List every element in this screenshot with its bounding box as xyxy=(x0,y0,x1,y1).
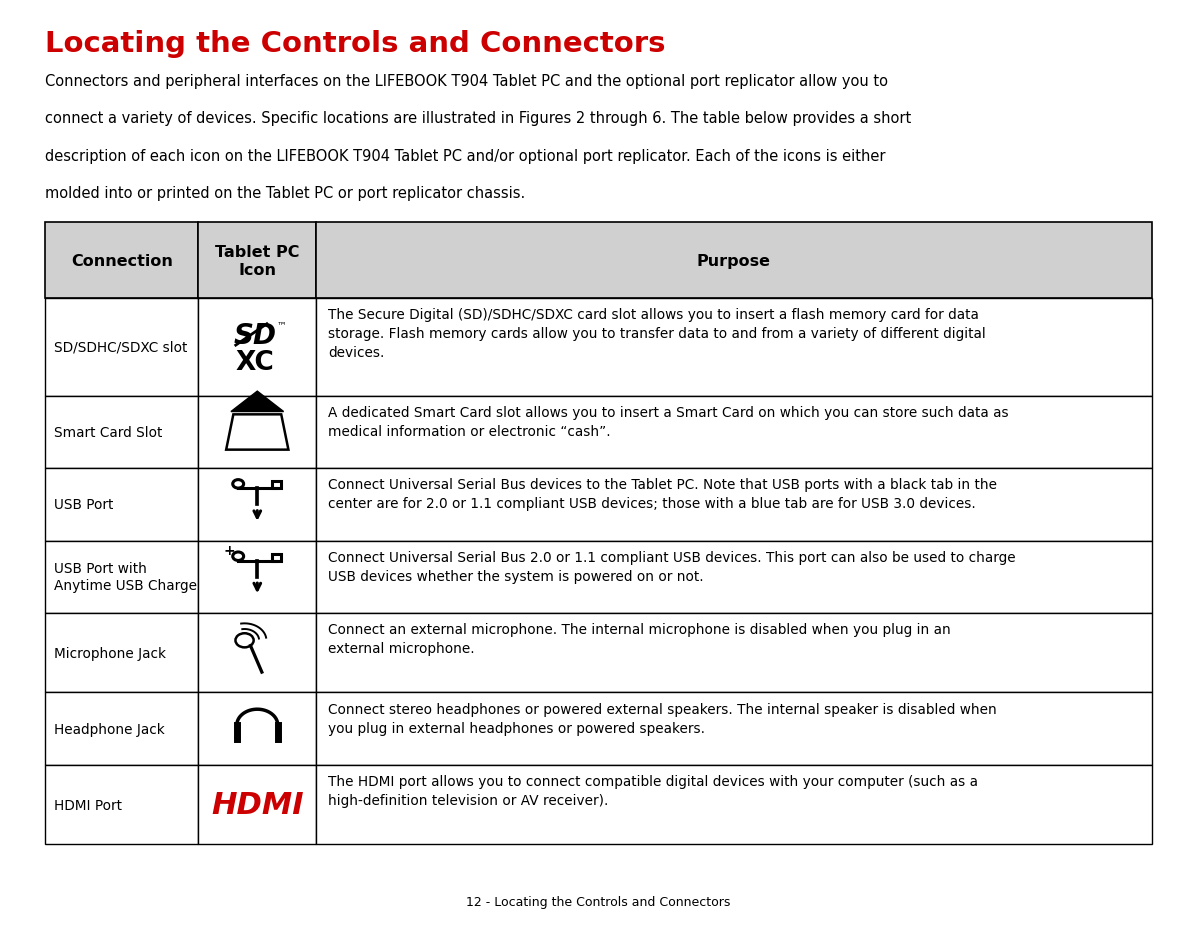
Polygon shape xyxy=(231,392,284,412)
Bar xyxy=(45,541,199,613)
Text: A dedicated Smart Card slot allows you to insert a Smart Card on which you can s: A dedicated Smart Card slot allows you t… xyxy=(328,406,1009,439)
Text: HDMI Port: HDMI Port xyxy=(54,798,122,812)
Text: Connectors and peripheral interfaces on the LIFEBOOK T904 Tablet PC and the opti: Connectors and peripheral interfaces on … xyxy=(45,74,888,89)
Bar xyxy=(272,482,281,489)
Bar xyxy=(199,396,316,469)
Bar xyxy=(316,692,1152,765)
Text: USB Port with
Anytime USB Charge: USB Port with Anytime USB Charge xyxy=(54,561,196,593)
Bar xyxy=(199,692,316,765)
Bar xyxy=(316,469,1152,541)
Bar xyxy=(45,765,199,844)
Bar xyxy=(316,396,1152,469)
Bar xyxy=(316,223,1152,299)
Text: SD: SD xyxy=(233,321,277,350)
Bar xyxy=(45,692,199,765)
Text: Tablet PC
Icon: Tablet PC Icon xyxy=(215,244,299,277)
Text: 12 - Locating the Controls and Connectors: 12 - Locating the Controls and Connector… xyxy=(467,896,730,909)
Bar xyxy=(45,469,199,541)
Bar xyxy=(199,613,316,692)
Text: Smart Card Slot: Smart Card Slot xyxy=(54,426,163,440)
Text: Microphone Jack: Microphone Jack xyxy=(54,646,166,660)
Text: Connect stereo headphones or powered external speakers. The internal speaker is : Connect stereo headphones or powered ext… xyxy=(328,702,997,735)
Bar xyxy=(45,223,199,299)
Bar xyxy=(199,541,316,613)
Text: connect a variety of devices. Specific locations are illustrated in Figures 2 th: connect a variety of devices. Specific l… xyxy=(45,111,912,126)
Bar xyxy=(199,469,316,541)
Text: The Secure Digital (SD)/SDHC/SDXC card slot allows you to insert a flash memory : The Secure Digital (SD)/SDHC/SDXC card s… xyxy=(328,308,986,360)
Text: Connection: Connection xyxy=(71,253,172,268)
Text: Purpose: Purpose xyxy=(697,253,771,268)
Text: USB Port: USB Port xyxy=(54,497,114,511)
Bar xyxy=(316,541,1152,613)
Text: Connect Universal Serial Bus 2.0 or 1.1 compliant USB devices. This port can als: Connect Universal Serial Bus 2.0 or 1.1 … xyxy=(328,550,1016,583)
Text: The HDMI port allows you to connect compatible digital devices with your compute: The HDMI port allows you to connect comp… xyxy=(328,774,978,807)
Bar xyxy=(45,396,199,469)
Text: ™: ™ xyxy=(277,319,286,329)
Text: HDMI: HDMI xyxy=(211,791,304,819)
Bar xyxy=(199,765,316,844)
Bar xyxy=(316,765,1152,844)
Bar xyxy=(316,299,1152,396)
Text: molded into or printed on the Tablet PC or port replicator chassis.: molded into or printed on the Tablet PC … xyxy=(45,186,525,200)
Text: description of each icon on the LIFEBOOK T904 Tablet PC and/or optional port rep: description of each icon on the LIFEBOOK… xyxy=(45,148,886,163)
Bar xyxy=(45,299,199,396)
Bar xyxy=(199,223,316,299)
Text: Locating the Controls and Connectors: Locating the Controls and Connectors xyxy=(45,30,666,58)
Bar xyxy=(199,299,316,396)
Bar xyxy=(45,613,199,692)
Text: +: + xyxy=(224,544,235,558)
Text: Connect an external microphone. The internal microphone is disabled when you plu: Connect an external microphone. The inte… xyxy=(328,623,952,655)
Text: SD/SDHC/SDXC slot: SD/SDHC/SDXC slot xyxy=(54,341,187,354)
Bar xyxy=(316,613,1152,692)
Text: Headphone Jack: Headphone Jack xyxy=(54,722,165,736)
Text: XC: XC xyxy=(236,350,274,376)
Text: Connect Universal Serial Bus devices to the Tablet PC. Note that USB ports with : Connect Universal Serial Bus devices to … xyxy=(328,478,997,510)
Bar xyxy=(272,554,281,561)
